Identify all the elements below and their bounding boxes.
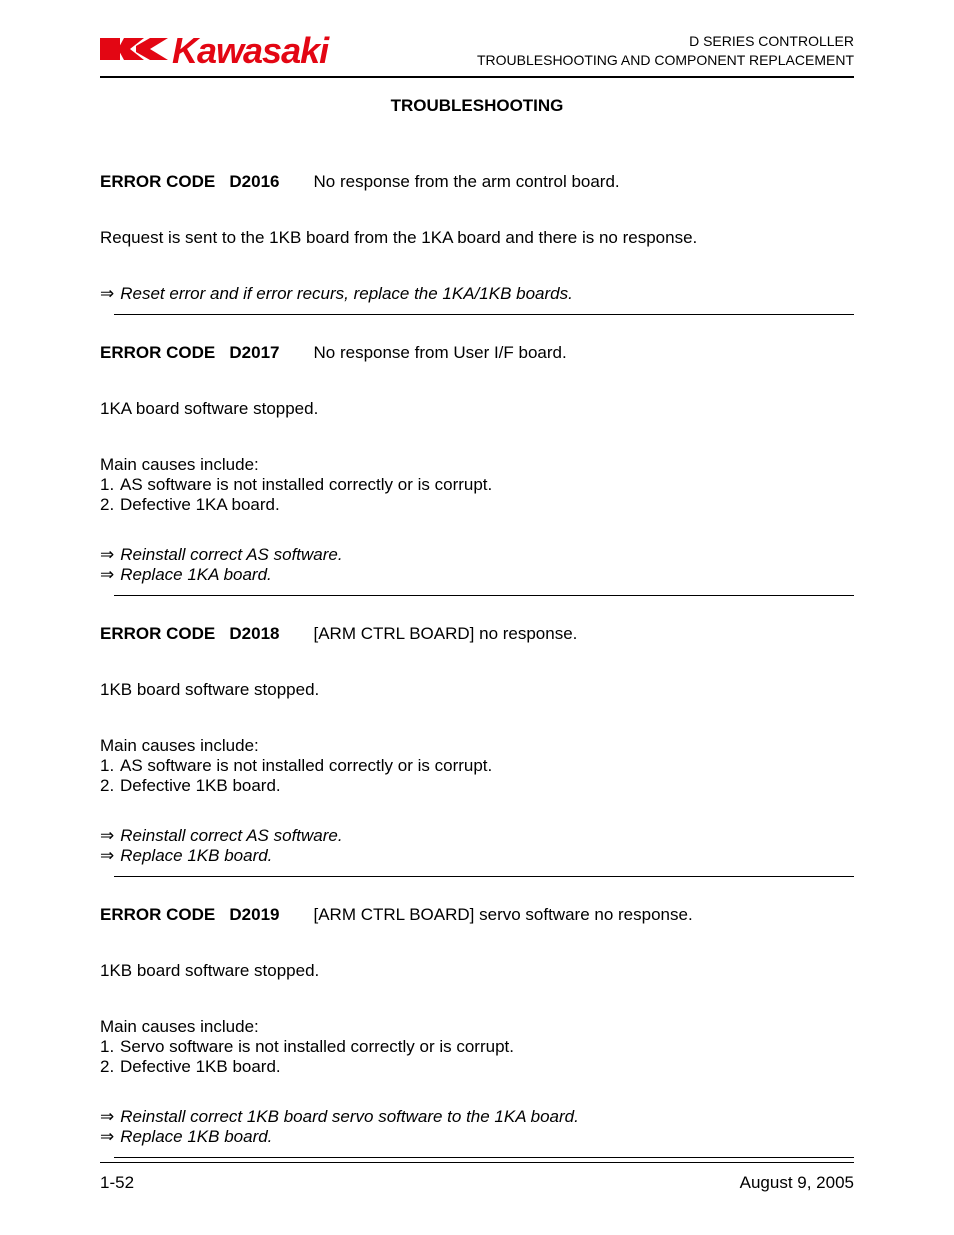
error-header: ERROR CODE D2019 [ARM CTRL BOARD] servo s… (100, 905, 854, 925)
error-block: ERROR CODE D2017 No response from User I/… (100, 343, 854, 596)
error-header: ERROR CODE D2017 No response from User I/… (100, 343, 854, 363)
error-code-label: ERROR CODE D2018 (100, 624, 280, 644)
cause-number: 1. (100, 756, 120, 776)
error-code-label: ERROR CODE D2017 (100, 343, 280, 363)
error-description: Request is sent to the 1KB board from th… (100, 228, 854, 248)
error-codes-list: ERROR CODE D2016 No response from the arm… (100, 172, 854, 1158)
error-title: [ARM CTRL BOARD] no response. (314, 624, 578, 644)
error-header: ERROR CODE D2018 [ARM CTRL BOARD] no resp… (100, 624, 854, 644)
causes-intro: Main causes include: (100, 1017, 854, 1037)
page-date: August 9, 2005 (740, 1173, 854, 1193)
header-doc-title: D SERIES CONTROLLER TROUBLESHOOTING AND … (477, 30, 854, 70)
divider (114, 876, 854, 877)
arrow-icon: ⇒ (100, 1127, 114, 1147)
action-text: Replace 1KA board. (120, 565, 272, 585)
cause-item: 1. Servo software is not installed corre… (100, 1037, 854, 1057)
cause-item: 2. Defective 1KB board. (100, 1057, 854, 1077)
arrow-icon: ⇒ (100, 1107, 114, 1127)
error-description: 1KA board software stopped. (100, 399, 854, 419)
action-line: ⇒ Replace 1KB board. (100, 1127, 854, 1147)
causes-list: 1. Servo software is not installed corre… (100, 1037, 854, 1077)
arrow-icon: ⇒ (100, 284, 114, 304)
error-title: No response from User I/F board. (314, 343, 567, 363)
causes-intro: Main causes include: (100, 455, 854, 475)
action-line: ⇒ Reset error and if error recurs, repla… (100, 284, 854, 304)
divider (114, 314, 854, 315)
divider (114, 595, 854, 596)
cause-item: 2. Defective 1KA board. (100, 495, 854, 515)
error-code-label: ERROR CODE D2016 (100, 172, 280, 192)
action-text: Reinstall correct 1KB board servo softwa… (120, 1107, 579, 1127)
causes-list: 1. AS software is not installed correctl… (100, 756, 854, 796)
cause-text: AS software is not installed correctly o… (120, 475, 492, 495)
action-line: ⇒ Reinstall correct AS software. (100, 826, 854, 846)
error-title: No response from the arm control board. (314, 172, 620, 192)
causes-list: 1. AS software is not installed correctl… (100, 475, 854, 515)
cause-text: AS software is not installed correctly o… (120, 756, 492, 776)
error-block: ERROR CODE D2016 No response from the arm… (100, 172, 854, 315)
action-text: Reinstall correct AS software. (120, 826, 342, 846)
error-block: ERROR CODE D2019 [ARM CTRL BOARD] servo s… (100, 905, 854, 1158)
error-header: ERROR CODE D2016 No response from the arm… (100, 172, 854, 192)
cause-item: 2. Defective 1KB board. (100, 776, 854, 796)
error-block: ERROR CODE D2018 [ARM CTRL BOARD] no resp… (100, 624, 854, 877)
page-number: 1-52 (100, 1173, 134, 1193)
action-line: ⇒ Replace 1KA board. (100, 565, 854, 585)
cause-text: Defective 1KB board. (120, 1057, 281, 1077)
divider (114, 1157, 854, 1158)
arrow-icon: ⇒ (100, 545, 114, 565)
error-title: [ARM CTRL BOARD] servo software no respo… (314, 905, 693, 925)
causes-intro: Main causes include: (100, 736, 854, 756)
action-text: Replace 1KB board. (120, 1127, 272, 1147)
action-text: Replace 1KB board. (120, 846, 272, 866)
cause-text: Defective 1KB board. (120, 776, 281, 796)
cause-number: 1. (100, 475, 120, 495)
header-line-2: TROUBLESHOOTING AND COMPONENT REPLACEMEN… (477, 51, 854, 70)
kawasaki-k-mark-icon (100, 34, 168, 69)
action-line: ⇒ Reinstall correct AS software. (100, 545, 854, 565)
action-text: Reinstall correct AS software. (120, 545, 342, 565)
cause-text: Defective 1KA board. (120, 495, 280, 515)
cause-text: Servo software is not installed correctl… (120, 1037, 514, 1057)
header-line-1: D SERIES CONTROLLER (477, 32, 854, 51)
arrow-icon: ⇒ (100, 565, 114, 585)
arrow-icon: ⇒ (100, 846, 114, 866)
page-footer: 1-52 August 9, 2005 (100, 1162, 854, 1193)
cause-item: 1. AS software is not installed correctl… (100, 756, 854, 776)
error-code-label: ERROR CODE D2019 (100, 905, 280, 925)
logo-text: Kawasaki (172, 30, 328, 72)
error-description: 1KB board software stopped. (100, 680, 854, 700)
action-line: ⇒ Replace 1KB board. (100, 846, 854, 866)
cause-number: 2. (100, 776, 120, 796)
page-header: Kawasaki D SERIES CONTROLLER TROUBLESHOO… (100, 30, 854, 78)
logo: Kawasaki (100, 30, 328, 72)
action-line: ⇒ Reinstall correct 1KB board servo soft… (100, 1107, 854, 1127)
action-text: Reset error and if error recurs, replace… (120, 284, 573, 304)
section-title: TROUBLESHOOTING (100, 96, 854, 116)
cause-number: 2. (100, 495, 120, 515)
cause-number: 2. (100, 1057, 120, 1077)
cause-item: 1. AS software is not installed correctl… (100, 475, 854, 495)
error-description: 1KB board software stopped. (100, 961, 854, 981)
arrow-icon: ⇒ (100, 826, 114, 846)
cause-number: 1. (100, 1037, 120, 1057)
